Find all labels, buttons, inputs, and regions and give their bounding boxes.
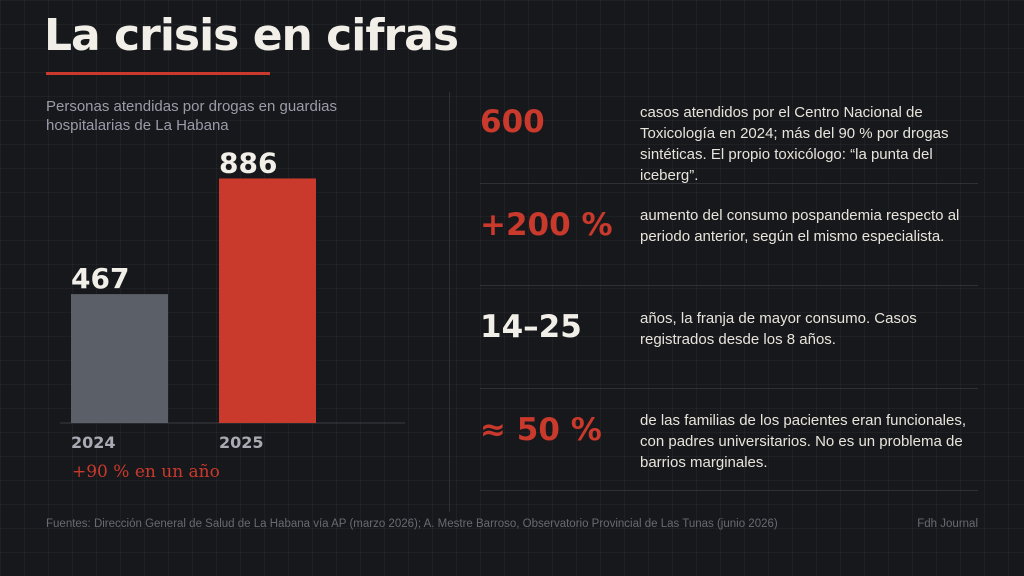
row-divider xyxy=(480,285,978,286)
category-label: 2025 xyxy=(219,433,264,452)
stat-value: 14–25 xyxy=(480,309,582,345)
bar-value-label: 886 xyxy=(219,146,277,179)
chart-note: +90 % en un año xyxy=(72,462,220,482)
stat-value: +200 % xyxy=(480,207,613,243)
bar-chart: 467 2024 886 2025 xyxy=(60,146,405,452)
column-divider xyxy=(449,92,450,512)
page-title: La crisis en cifras xyxy=(44,10,459,61)
row-divider xyxy=(480,490,978,491)
stat-value: 600 xyxy=(480,104,545,140)
footer-sources: Fuentes: Dirección General de Salud de L… xyxy=(46,518,778,530)
title-underline xyxy=(46,72,270,75)
stat-text: casos atendidos por el Centro Nacional d… xyxy=(640,104,949,184)
bar-2024 xyxy=(71,294,168,423)
stat-value: ≈ 50 % xyxy=(480,412,602,448)
stat-text: años, la franja de mayor consumo. Casos … xyxy=(640,310,917,348)
bar-2025 xyxy=(219,178,316,423)
chart-subtitle: Personas atendidas por drogas en guardia… xyxy=(46,98,338,134)
stat-text: de las familias de los pacientes eran fu… xyxy=(640,412,967,471)
row-divider xyxy=(480,388,978,389)
category-label: 2024 xyxy=(71,433,116,452)
row-divider xyxy=(480,183,978,184)
stat-text: aumento del consumo pospandemia respecto… xyxy=(640,207,960,245)
footer-brand: Fdh Journal xyxy=(917,518,978,530)
bar-value-label: 467 xyxy=(71,262,129,295)
